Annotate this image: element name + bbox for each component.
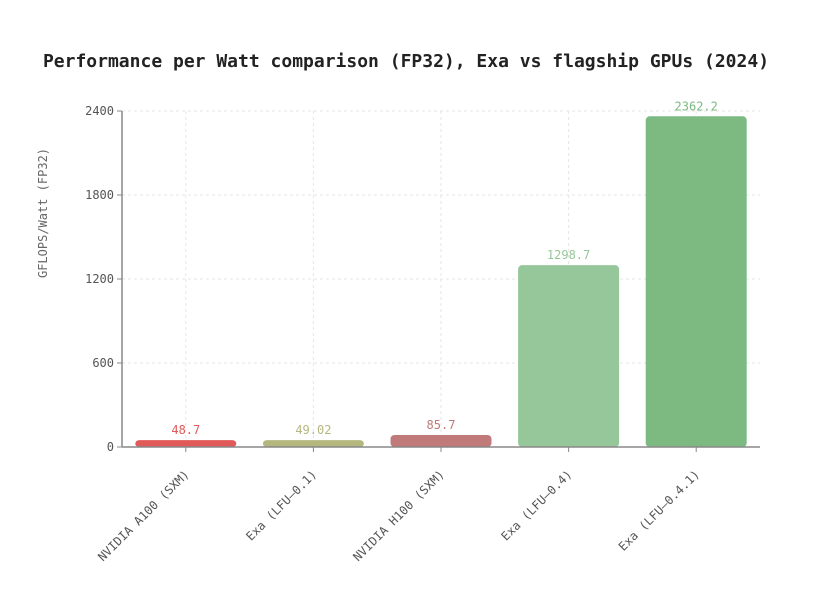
x-tick-label: NVIDIA H100 (SXM): [350, 467, 447, 564]
labels: 0 600 1200 1800 2400 48.7 NVIDIA A100 (SXM) 49.…: [85, 99, 718, 564]
bars: [135, 116, 747, 448]
x-tick-label: Exa (LFU–0.4): [498, 467, 574, 543]
x-tick-label: Exa (LFU–0.1): [243, 467, 319, 543]
data-label-5: 2362.2: [675, 99, 718, 113]
y-tick-label: 600: [92, 356, 114, 370]
y-tick-label: 2400: [85, 104, 114, 118]
y-tick-label: 1200: [85, 272, 114, 286]
x-tick-label: Exa (LFU–0.4.1): [616, 467, 703, 554]
data-label-3: 85.7: [427, 418, 456, 432]
bar-1: [135, 440, 237, 447]
data-label-4: 1298.7: [547, 248, 590, 262]
bar-4: [518, 265, 620, 447]
axes: [117, 110, 760, 452]
bar-3: [390, 435, 492, 447]
bar-2: [262, 440, 364, 447]
x-tick-label: NVIDIA A100 (SXM): [95, 467, 192, 564]
bar-5: [645, 116, 747, 448]
data-label-1: 48.7: [171, 423, 200, 437]
chart-title: Performance per Watt comparison (FP32), …: [43, 51, 769, 72]
y-tick-label: 0: [107, 440, 114, 454]
y-tick-label: 1800: [85, 188, 114, 202]
y-axis-label: GFLOPS/Watt (FP32): [36, 148, 50, 278]
data-label-2: 49.02: [295, 423, 331, 437]
